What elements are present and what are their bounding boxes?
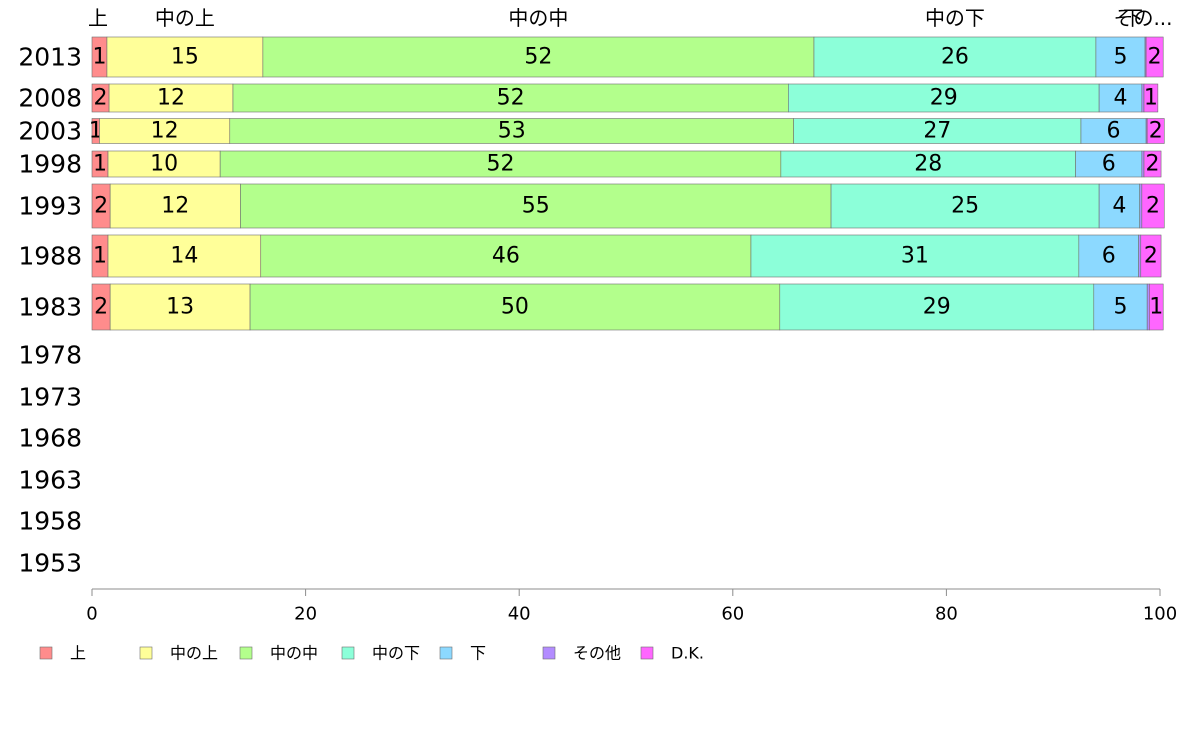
value-label-2008-seg-1: 12	[157, 86, 185, 111]
legend-swatch-4	[440, 647, 452, 659]
value-label-2003-seg-3: 27	[923, 119, 951, 144]
value-label-1988-seg-3: 31	[901, 244, 929, 269]
value-label-2013-seg-2: 52	[524, 45, 552, 70]
value-label-2008-seg-6: 1	[1144, 86, 1158, 111]
value-label-2008-seg-4: 4	[1113, 86, 1127, 111]
x-tick-label-40: 40	[508, 604, 531, 625]
x-axis: 0 20 40 60 80 100	[86, 589, 1177, 625]
value-label-1988-seg-0: 1	[93, 244, 107, 269]
top-segment-labels: 上 中の上 中の中 中の下 下その...	[88, 6, 1173, 30]
value-label-2013-seg-1: 15	[171, 45, 199, 70]
value-label-1983-seg-2: 50	[501, 295, 529, 320]
value-label-2013-seg-6: 2	[1148, 45, 1162, 70]
value-label-2013-seg-0: 1	[92, 45, 106, 70]
value-label-1998-seg-6: 2	[1146, 152, 1160, 177]
value-label-1983-seg-4: 5	[1113, 295, 1127, 320]
year-axis-labels: 2013 2008 2003 1998 1993 1988 1983 1978 1973 1968…	[18, 43, 82, 578]
x-tick-label-60: 60	[721, 604, 744, 625]
year-label-2013: 2013	[18, 43, 82, 72]
x-tick-label-80: 80	[935, 604, 958, 625]
legend-label-2: 中の中	[270, 644, 318, 663]
value-label-1988-seg-1: 14	[170, 244, 198, 269]
year-label-1968: 1968	[18, 424, 82, 453]
bar-1988-seg-5	[1139, 235, 1141, 277]
value-label-1993-seg-0: 2	[94, 194, 108, 219]
top-label-1: 中の上	[155, 6, 215, 30]
value-label-1983-seg-6: 1	[1149, 295, 1163, 320]
x-tick-label-100: 100	[1143, 604, 1177, 625]
bars-group: 1 15 52 26 5 22 12 52 29 4 11 12 53 27 6 21 10 52 28 6 22 12 5…	[89, 37, 1165, 330]
year-label-1988: 1988	[18, 242, 82, 271]
year-label-2008: 2008	[18, 84, 82, 113]
value-label-1983-seg-3: 29	[923, 295, 951, 320]
value-label-2013-seg-3: 26	[941, 45, 969, 70]
value-label-1998-seg-3: 28	[914, 152, 942, 177]
value-label-1993-seg-3: 25	[951, 194, 979, 219]
top-label-5: その...	[1113, 6, 1172, 30]
value-label-1983-seg-1: 13	[166, 295, 194, 320]
legend-label-6: D.K.	[671, 644, 704, 663]
legend: 上 中の上 中の中 中の下 下 その他 D.K.	[40, 644, 704, 663]
top-label-2: 中の中	[508, 6, 568, 30]
legend-swatch-1	[140, 647, 152, 659]
year-label-1983: 1983	[18, 293, 82, 322]
value-label-2008-seg-3: 29	[930, 86, 958, 111]
legend-swatch-3	[342, 647, 354, 659]
value-label-2003-seg-4: 6	[1107, 119, 1121, 144]
value-label-1993-seg-4: 4	[1112, 194, 1126, 219]
bar-1998-seg-5	[1142, 151, 1144, 177]
legend-swatch-0	[40, 647, 52, 659]
legend-swatch-2	[240, 647, 252, 659]
bar-1993-seg-5	[1140, 184, 1142, 228]
value-label-2013-seg-4: 5	[1113, 45, 1127, 70]
value-label-1998-seg-4: 6	[1102, 152, 1116, 177]
x-tick-label-20: 20	[294, 604, 317, 625]
year-label-1958: 1958	[18, 507, 82, 536]
value-label-1993-seg-2: 55	[522, 194, 550, 219]
legend-label-3: 中の下	[372, 644, 420, 663]
legend-swatch-5	[543, 647, 555, 659]
year-label-1963: 1963	[18, 466, 82, 495]
value-label-1998-seg-0: 1	[93, 152, 107, 177]
value-label-1988-seg-4: 6	[1102, 244, 1116, 269]
top-label-3: 中の下	[925, 6, 985, 30]
value-label-1993-seg-6: 2	[1146, 194, 1160, 219]
legend-label-1: 中の上	[170, 644, 218, 663]
value-label-1988-seg-6: 2	[1144, 244, 1158, 269]
legend-label-4: 下	[470, 644, 486, 663]
value-label-1983-seg-0: 2	[94, 295, 108, 320]
year-label-2003: 2003	[18, 117, 82, 146]
year-label-1973: 1973	[18, 383, 82, 412]
legend-swatch-6	[641, 647, 653, 659]
value-label-1988-seg-2: 46	[492, 244, 520, 269]
value-label-1993-seg-1: 12	[161, 194, 189, 219]
year-label-1978: 1978	[18, 341, 82, 370]
top-label-0: 上	[88, 6, 108, 30]
value-label-1998-seg-1: 10	[150, 152, 178, 177]
legend-label-0: 上	[70, 644, 86, 663]
x-tick-label-0: 0	[86, 604, 97, 625]
value-label-2008-seg-2: 52	[497, 86, 525, 111]
value-label-2003-seg-2: 53	[498, 119, 526, 144]
value-label-1998-seg-2: 52	[487, 152, 515, 177]
legend-label-5: その他	[573, 644, 621, 663]
value-label-2003-seg-6: 2	[1149, 119, 1163, 144]
year-label-1993: 1993	[18, 192, 82, 221]
value-label-2008-seg-0: 2	[94, 86, 108, 111]
year-label-1998: 1998	[18, 150, 82, 179]
year-label-1953: 1953	[18, 549, 82, 578]
value-label-2003-seg-1: 12	[151, 119, 179, 144]
